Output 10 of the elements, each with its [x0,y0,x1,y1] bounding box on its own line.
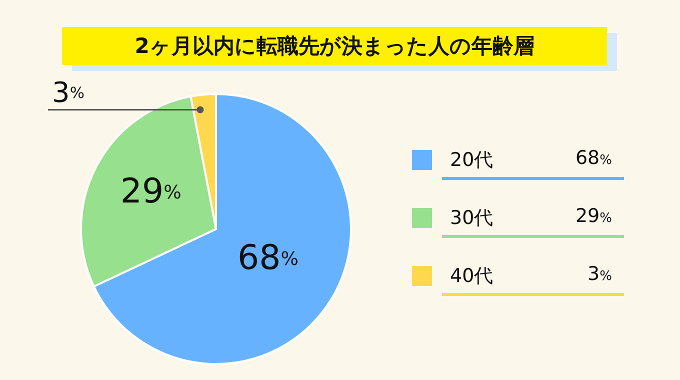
legend-label: 40代 [450,264,494,289]
text: 68% [575,147,612,169]
legend-label: 20代 [450,148,494,173]
legend-label: 30代 [450,206,494,231]
text: 29% [575,205,612,227]
data-label: 3% [52,75,84,108]
text: 3% [588,263,612,285]
chart-title: 2ヶ月以内に転職先が決まった人の年齢層 [62,27,607,65]
data-label: 68% [237,238,299,278]
data-label: 29% [120,172,182,212]
